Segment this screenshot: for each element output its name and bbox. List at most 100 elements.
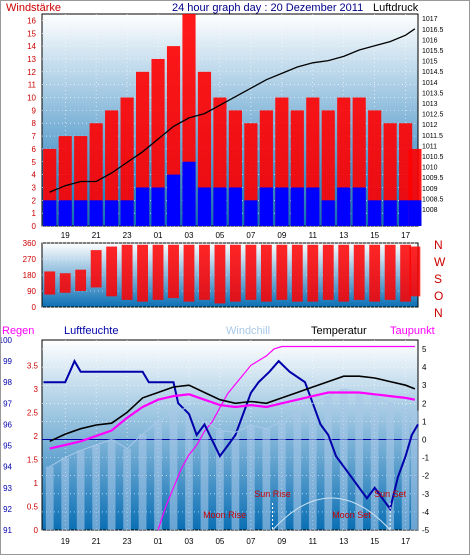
wind-tick-label: 8 bbox=[32, 119, 37, 128]
wind-tick-label: 2 bbox=[32, 196, 37, 205]
wind-tick-label: 0 bbox=[32, 222, 37, 231]
rain-tick-label: 0 bbox=[34, 526, 39, 535]
wind-tick-label: 15 bbox=[27, 29, 36, 38]
temp-x-axis-ticks: 19 21 23 01 03 05 07 09 11 13 15 17 bbox=[61, 537, 411, 546]
wind-direction-band bbox=[44, 271, 56, 295]
temperature-tick-label: 2 bbox=[422, 399, 427, 408]
pressure-tick-label: 1008.5 bbox=[422, 196, 444, 203]
astro-label: Moon Set bbox=[332, 510, 371, 520]
rain-tick-label: 3 bbox=[34, 385, 39, 394]
wind-direction-band bbox=[338, 244, 350, 302]
wind-x-tick-label: 09 bbox=[277, 231, 286, 240]
wind-avg-bar bbox=[74, 200, 88, 226]
wind-direction-band bbox=[291, 244, 303, 302]
rain-tick-label: 0.5 bbox=[27, 502, 39, 511]
header-left-label: Windstärke bbox=[6, 2, 61, 14]
rain-tick-label: 2.5 bbox=[27, 408, 39, 417]
wind-bars bbox=[43, 14, 422, 227]
humidity-tick-label: 92 bbox=[3, 505, 12, 514]
temp-x-tick-label: 05 bbox=[215, 537, 224, 546]
legend-entry: Luftfeuchte bbox=[64, 325, 118, 337]
wind-avg-bar bbox=[43, 200, 57, 226]
compass-label: O bbox=[434, 289, 443, 303]
humidity-axis-ticks: 91 92 93 94 95 96 97 98 99 100 bbox=[0, 336, 13, 535]
wind-direction-axis-ticks: 0 90 180 270 360 bbox=[23, 239, 37, 312]
wind-direction-band bbox=[230, 244, 241, 302]
pressure-tick-label: 1014.5 bbox=[422, 69, 444, 76]
wind-avg-bar bbox=[408, 200, 422, 226]
wind-direction-band bbox=[75, 269, 87, 291]
pressure-tick-label: 1017 bbox=[422, 16, 438, 23]
wind-x-tick-label: 07 bbox=[246, 231, 255, 240]
wind-tick-label: 12 bbox=[27, 68, 36, 77]
temp-x-tick-label: 23 bbox=[123, 537, 132, 546]
wind-tick-label: 11 bbox=[28, 81, 37, 90]
wind-avg-bar bbox=[136, 187, 150, 226]
direction-tick-label: 90 bbox=[27, 287, 36, 296]
humidity-tick-label: 95 bbox=[3, 442, 12, 451]
astro-label: Sun Set bbox=[374, 489, 407, 499]
wind-tick-label: 13 bbox=[27, 55, 36, 64]
header-right-label: Luftdruck bbox=[373, 2, 419, 14]
wind-direction-band bbox=[400, 244, 412, 302]
wind-tick-label: 3 bbox=[32, 183, 37, 192]
wind-direction-line-group bbox=[44, 244, 421, 304]
wind-avg-bar bbox=[166, 174, 181, 226]
wind-x-tick-label: 01 bbox=[154, 231, 163, 240]
pressure-tick-label: 1016 bbox=[422, 37, 438, 44]
wind-tick-label: 10 bbox=[27, 94, 36, 103]
humidity-tick-label: 98 bbox=[3, 378, 12, 387]
wind-tick-label: 6 bbox=[32, 145, 37, 154]
pressure-tick-label: 1012.5 bbox=[422, 112, 444, 119]
wind-direction-band bbox=[322, 244, 334, 300]
pressure-tick-label: 1016.5 bbox=[422, 27, 444, 34]
temperature-tick-label: -3 bbox=[422, 490, 430, 499]
wind-direction-band bbox=[307, 244, 319, 302]
wind-x-tick-label: 11 bbox=[309, 231, 318, 240]
pressure-line-group bbox=[49, 28, 416, 193]
humidity-tick-label: 96 bbox=[3, 420, 12, 429]
wind-avg-bar bbox=[182, 161, 196, 226]
wind-tick-label: 1 bbox=[32, 209, 37, 218]
wind-avg-bar bbox=[275, 187, 289, 226]
wind-avg-bar bbox=[383, 200, 397, 226]
pressure-tick-label: 1011.5 bbox=[422, 133, 443, 140]
temp-x-tick-label: 07 bbox=[246, 537, 255, 546]
wind-avg-bar bbox=[228, 187, 242, 226]
wind-avg-bar bbox=[306, 187, 320, 226]
pressure-tick-label: 1008 bbox=[422, 207, 438, 214]
temp-x-tick-label: 09 bbox=[277, 537, 286, 546]
wind-avg-bar bbox=[337, 187, 351, 226]
wind-direction-band bbox=[121, 244, 133, 300]
temp-x-tick-label: 01 bbox=[154, 537, 163, 546]
temp-x-tick-label: 03 bbox=[185, 537, 194, 546]
temp-humidity-lines bbox=[43, 345, 419, 531]
wind-gust-bar bbox=[105, 110, 119, 226]
wind-avg-bar bbox=[290, 187, 304, 226]
wind-x-tick-label: 05 bbox=[215, 231, 224, 240]
pressure-line bbox=[49, 28, 416, 193]
wind-avg-bar bbox=[352, 187, 366, 226]
legend-entry: Temperatur bbox=[311, 325, 367, 337]
humidity-tick-label: 97 bbox=[3, 399, 12, 408]
wind-tick-label: 9 bbox=[32, 106, 37, 115]
wind-direction-band bbox=[152, 244, 164, 300]
wind-avg-bar bbox=[197, 187, 212, 226]
wind-x-tick-label: 17 bbox=[401, 231, 410, 240]
pressure-tick-label: 1013 bbox=[422, 101, 438, 108]
sun-arc bbox=[272, 497, 391, 531]
wind-x-tick-label: 21 bbox=[92, 231, 101, 240]
wind-x-axis-ticks: 19 21 23 01 03 05 07 09 11 13 15 17 bbox=[61, 231, 411, 240]
wind-direction-band bbox=[369, 244, 381, 302]
wind-direction-band bbox=[276, 244, 288, 300]
wind-tick-label: 4 bbox=[32, 171, 37, 180]
wind-direction-band bbox=[168, 244, 179, 299]
temperature-tick-label: 0 bbox=[422, 436, 427, 445]
pressure-tick-label: 1010.5 bbox=[422, 154, 444, 161]
rain-tick-label: 2 bbox=[34, 432, 39, 441]
temperature-axis-ticks: -5 -4 -3 -2 -1 0 1 2 3 4 5 bbox=[422, 345, 430, 535]
pressure-tick-label: 1014 bbox=[422, 80, 438, 87]
